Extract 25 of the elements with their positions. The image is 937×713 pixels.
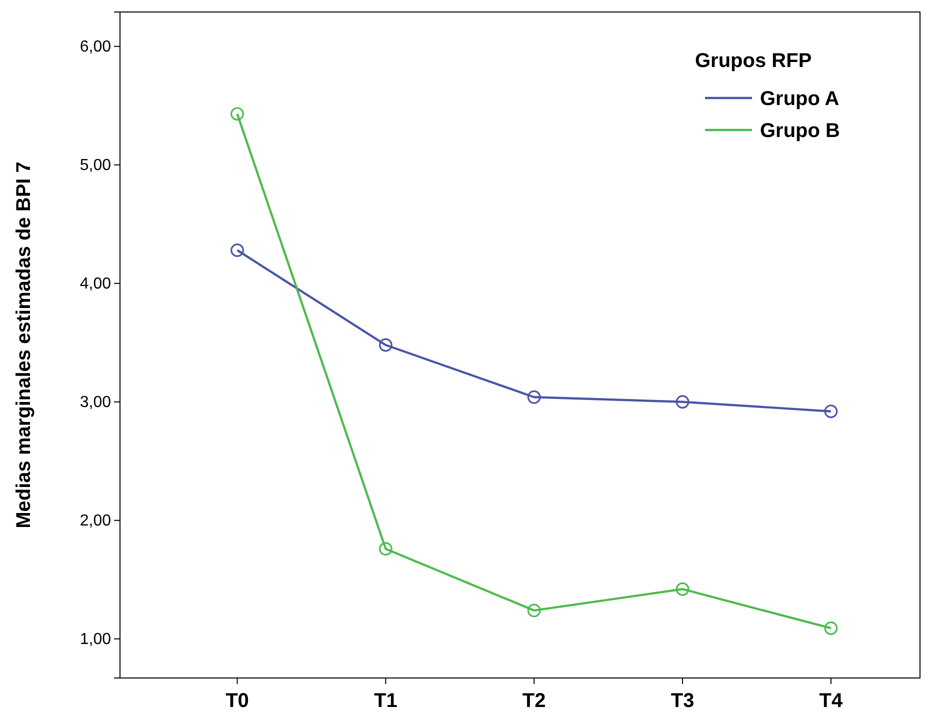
point	[824, 404, 838, 418]
point	[230, 107, 244, 121]
y-tick-label: 3,00	[80, 394, 112, 412]
x-tick-label: T0	[226, 690, 249, 712]
x-tick-label: T1	[374, 690, 398, 712]
y-tick-label: 6,00	[80, 38, 112, 56]
x-tick-label: T3	[670, 690, 694, 712]
point	[378, 542, 392, 556]
x-tick-label: T4	[819, 690, 844, 712]
y-tick-label: 2,00	[80, 512, 112, 530]
point	[230, 243, 244, 257]
point	[676, 395, 690, 409]
point	[378, 338, 392, 352]
point	[527, 604, 541, 618]
y-tick-label: 1,00	[80, 631, 112, 648]
point	[824, 622, 838, 635]
x-tick-label: T2	[522, 690, 546, 712]
point	[527, 390, 541, 404]
point	[676, 582, 690, 596]
y-tick-label: 4,00	[80, 275, 112, 292]
legend-label: Grupo B	[760, 120, 840, 142]
legend-label: Grupo A	[760, 88, 840, 110]
y-tick-label: 5,00	[80, 156, 112, 174]
legend-title: Grupos RFP	[695, 50, 812, 72]
y-axis-title: Medias marginales estimadas de BPI 7	[13, 162, 35, 528]
